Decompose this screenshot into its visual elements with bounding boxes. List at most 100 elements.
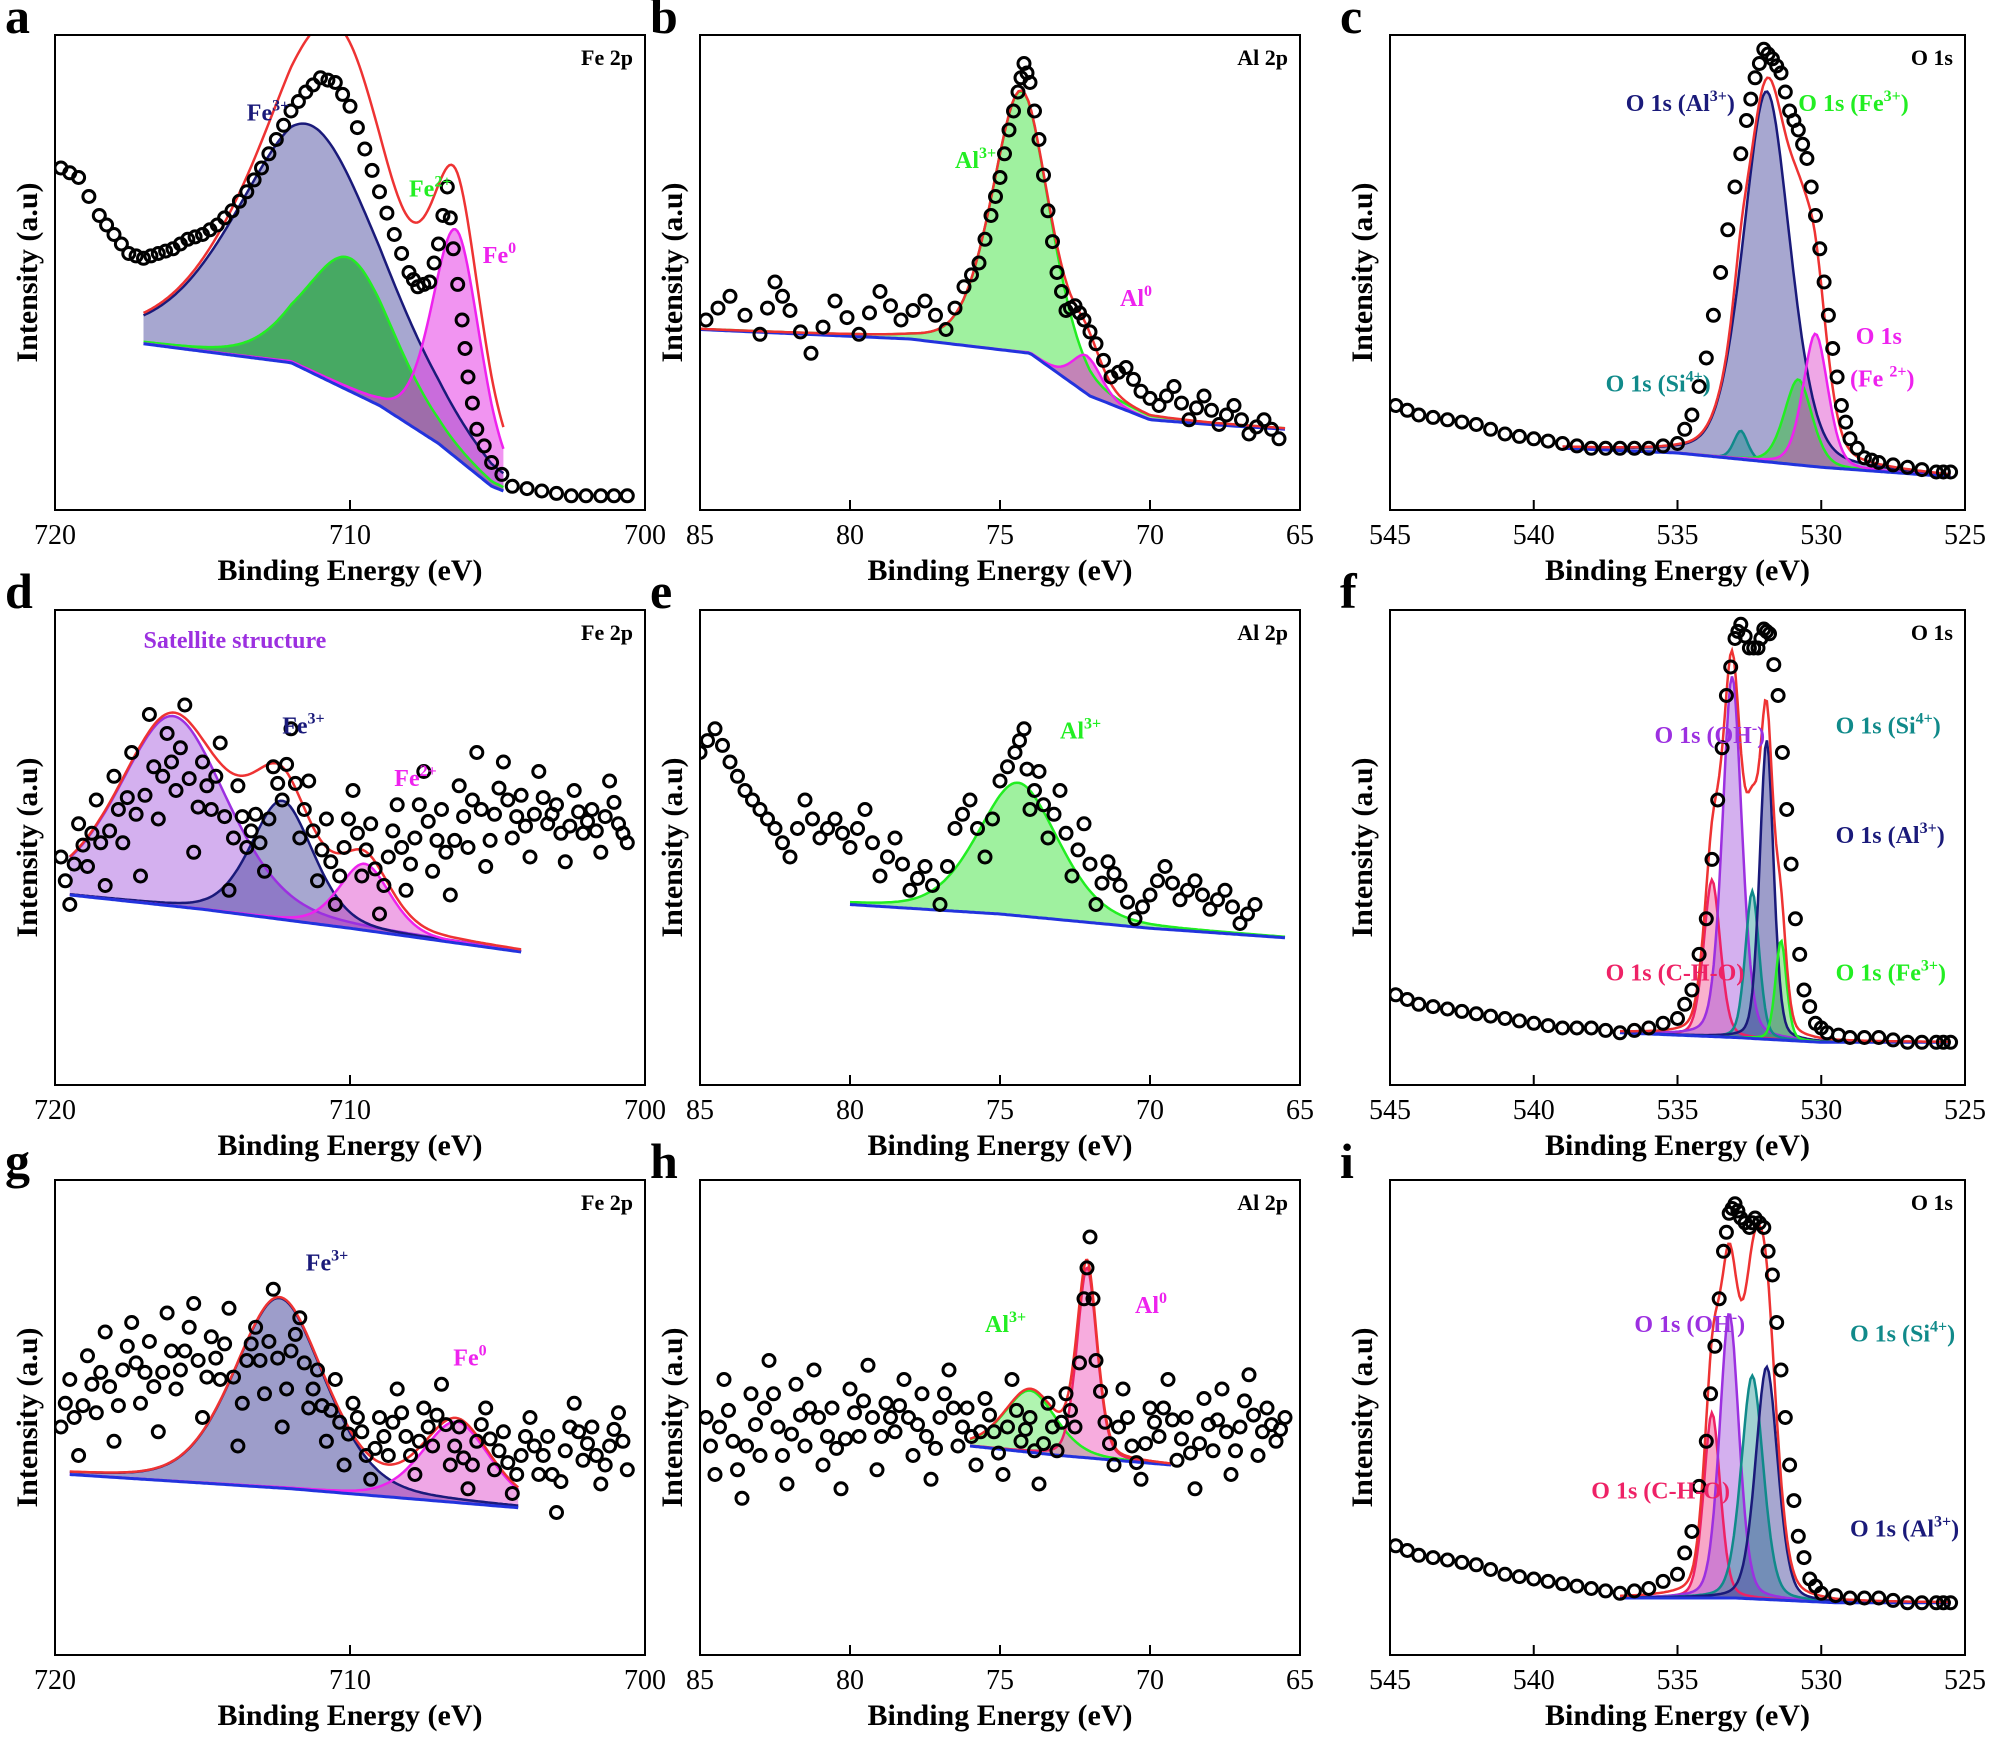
data-point	[1766, 657, 1782, 673]
x-tick-label: 80	[836, 1665, 864, 1696]
data-point	[133, 1395, 148, 1411]
data-point	[1718, 1224, 1734, 1240]
data-point	[1425, 1550, 1441, 1566]
data-point	[403, 856, 418, 872]
data-point	[959, 1400, 975, 1416]
data-point	[1655, 438, 1671, 454]
data-point	[1733, 146, 1749, 162]
data-point	[504, 830, 520, 846]
data-point	[473, 802, 489, 817]
data-point	[937, 1386, 952, 1402]
data-point	[1064, 868, 1080, 884]
data-point	[1112, 878, 1128, 893]
data-point	[495, 754, 511, 770]
data-point	[619, 488, 635, 504]
data-point	[745, 792, 760, 808]
data-point	[1195, 887, 1210, 903]
data-point	[1751, 56, 1767, 71]
data-point	[964, 267, 979, 283]
data-point	[358, 1448, 374, 1463]
x-tick-label: 70	[1136, 1665, 1164, 1696]
x-tick-label: 75	[986, 520, 1014, 551]
data-point	[531, 764, 547, 779]
data-point	[491, 1443, 507, 1459]
panel-letter: b	[650, 0, 678, 44]
spectrum-label: O 1s	[1911, 1190, 1954, 1215]
data-point	[1240, 906, 1255, 922]
data-point	[380, 849, 396, 865]
data-point	[1046, 806, 1062, 822]
data-point	[602, 773, 618, 789]
data-point	[1856, 1590, 1872, 1606]
data-point	[364, 162, 380, 178]
data-point	[1943, 464, 1959, 480]
data-point	[1454, 1003, 1470, 1019]
data-point	[1225, 899, 1240, 915]
data-point	[1031, 132, 1047, 147]
data-point	[700, 745, 708, 760]
data-point	[887, 830, 903, 846]
data-point	[75, 837, 91, 853]
data-point	[159, 1305, 175, 1321]
peak-fill	[143, 229, 504, 492]
data-point	[901, 1410, 916, 1425]
data-point	[442, 887, 458, 903]
data-point	[1764, 1267, 1780, 1283]
data-point	[526, 806, 542, 822]
data-point	[839, 310, 855, 326]
data-point	[296, 802, 312, 817]
data-point	[181, 1319, 197, 1335]
data-point	[1829, 369, 1845, 385]
data-point	[431, 236, 446, 252]
plot-area	[55, 1281, 635, 1520]
data-point	[407, 830, 423, 846]
data-point	[1727, 179, 1743, 195]
data-point	[606, 794, 622, 810]
data-point	[379, 205, 395, 221]
data-point	[164, 754, 179, 770]
data-point	[962, 792, 978, 808]
data-point	[584, 802, 600, 817]
data-point	[1180, 882, 1195, 898]
spectrum-label: Al 2p	[1237, 1190, 1288, 1215]
x-tick-label: 70	[1136, 520, 1164, 551]
data-point	[1935, 464, 1951, 480]
data-point	[1684, 1524, 1700, 1539]
data-point	[416, 764, 432, 779]
data-point	[1526, 1015, 1542, 1031]
peak-fill	[69, 800, 522, 952]
data-point	[81, 189, 97, 204]
data-point	[349, 1410, 365, 1425]
data-point	[181, 771, 197, 787]
data-point	[955, 1419, 970, 1435]
data-point	[1425, 999, 1441, 1015]
data-point	[597, 1457, 613, 1473]
data-point	[1730, 1203, 1746, 1219]
data-point	[1468, 417, 1484, 432]
data-point	[1174, 1431, 1189, 1447]
data-point	[752, 802, 768, 817]
data-point	[797, 792, 813, 808]
data-point	[261, 811, 277, 827]
peak-line	[849, 781, 1286, 939]
data-point	[827, 293, 843, 309]
data-point	[221, 882, 237, 898]
data-point	[172, 1362, 188, 1378]
data-point	[1187, 873, 1203, 889]
background-line	[143, 342, 504, 493]
data-point	[168, 783, 184, 798]
data-point	[928, 307, 943, 323]
data-point	[1707, 1338, 1723, 1354]
data-point	[283, 103, 299, 119]
data-point	[1440, 1001, 1455, 1017]
data-point	[217, 1336, 233, 1352]
data-point	[172, 236, 188, 252]
data-point	[767, 821, 783, 836]
data-point	[212, 735, 228, 751]
data-point	[88, 1405, 104, 1421]
data-point	[500, 792, 516, 808]
data-point	[464, 792, 480, 808]
data-point	[856, 1393, 871, 1409]
data-point	[730, 768, 745, 784]
data-point	[349, 825, 365, 841]
